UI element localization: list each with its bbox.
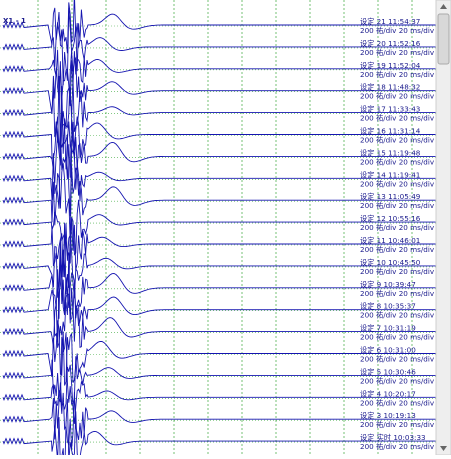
trace-scale: 200 祐/div 20 ms/div: [360, 398, 435, 407]
trace-label: 设定 17 11:33:43: [360, 105, 420, 114]
trace-scale: 200 祐/div 20 ms/div: [360, 48, 435, 57]
trace-scale: 200 祐/div 20 ms/div: [360, 311, 435, 320]
trace-scale: 200 祐/div 20 ms/div: [360, 26, 435, 35]
waveform: [2, 218, 436, 278]
waveform: [2, 49, 436, 107]
waveform: [2, 8, 436, 86]
trace-label: 设定 实时 10:03:33: [360, 433, 426, 442]
trace-scale: 200 祐/div 20 ms/div: [360, 201, 435, 210]
trace-label: 设定 5 10:30:46: [360, 367, 416, 376]
trace-label: 设定 18 11:48:32: [360, 83, 420, 92]
scrollbar[interactable]: [435, 0, 451, 456]
traces: [2, 0, 436, 459]
trace-scale: 200 祐/div 20 ms/div: [360, 442, 435, 451]
waveform: [2, 332, 436, 405]
waveform: [2, 269, 436, 343]
waveform: [2, 75, 436, 154]
waveform: [2, 364, 436, 429]
trace-label: 设定 8 10:35:37: [360, 302, 416, 311]
trace-scale: 200 祐/div 20 ms/div: [360, 70, 435, 79]
channel-label: X1 - 1: [3, 17, 26, 25]
waveform: [2, 134, 436, 217]
trace-scale: 200 祐/div 20 ms/div: [360, 136, 435, 145]
waveform: [2, 390, 436, 449]
trace-label: 设定 15 11:19:48: [360, 148, 421, 157]
trace-scale: 200 祐/div 20 ms/div: [360, 355, 435, 364]
trace-scale: 200 祐/div 20 ms/div: [360, 223, 435, 232]
trace-label: 设定 10 10:45:50: [360, 258, 421, 267]
waveform: [2, 398, 436, 459]
trace-label: 设定 14 11:19:41: [360, 170, 420, 179]
waveform: [2, 0, 436, 54]
scroll-down-arrow[interactable]: [440, 446, 447, 451]
scroll-up-arrow[interactable]: [440, 4, 447, 9]
trace-label: 设定 7 10:31:19: [360, 324, 416, 333]
trace-scale: 200 祐/div 20 ms/div: [360, 245, 435, 254]
trace-label: 设定 20 11:52:16: [360, 39, 421, 48]
waveform: [2, 111, 436, 170]
trace-scale: 200 祐/div 20 ms/div: [360, 179, 435, 188]
waveform: [2, 291, 436, 348]
trace-label: 设定 3 10:19:13: [360, 411, 416, 420]
trace-scale: 200 祐/div 20 ms/div: [360, 376, 435, 385]
trace-label: 设定 11 10:46:01: [360, 236, 420, 245]
trace-label: 设定 19 11:52:04: [360, 61, 421, 70]
trace-scale: 200 祐/div 20 ms/div: [360, 157, 435, 166]
trace-scale: 200 祐/div 20 ms/div: [360, 420, 435, 429]
trace-label: 设定 4 10:20:17: [360, 389, 416, 398]
scrollbar-thumb[interactable]: [437, 13, 450, 65]
waveform: [2, 251, 436, 324]
trace-scale: 200 祐/div 20 ms/div: [360, 114, 435, 123]
trace-label: 设定 21 11:54:37: [360, 17, 420, 26]
trace-label: 设定 13 11:05:49: [360, 192, 421, 201]
trace-label: 设定 16 11:31:14: [360, 127, 421, 136]
trace-scale: 200 祐/div 20 ms/div: [360, 92, 435, 101]
waveform: [2, 163, 436, 243]
waveform: [2, 117, 436, 183]
trace-scale: 200 祐/div 20 ms/div: [360, 267, 435, 276]
trace-scale: 200 祐/div 20 ms/div: [360, 333, 435, 342]
trace-label: 设定 9 10:39:47: [360, 280, 416, 289]
trace-label: 设定 6 10:31:00: [360, 346, 416, 355]
trace-scale: 200 祐/div 20 ms/div: [360, 289, 435, 298]
trace-label: 设定 12 10:55:16: [360, 214, 421, 223]
